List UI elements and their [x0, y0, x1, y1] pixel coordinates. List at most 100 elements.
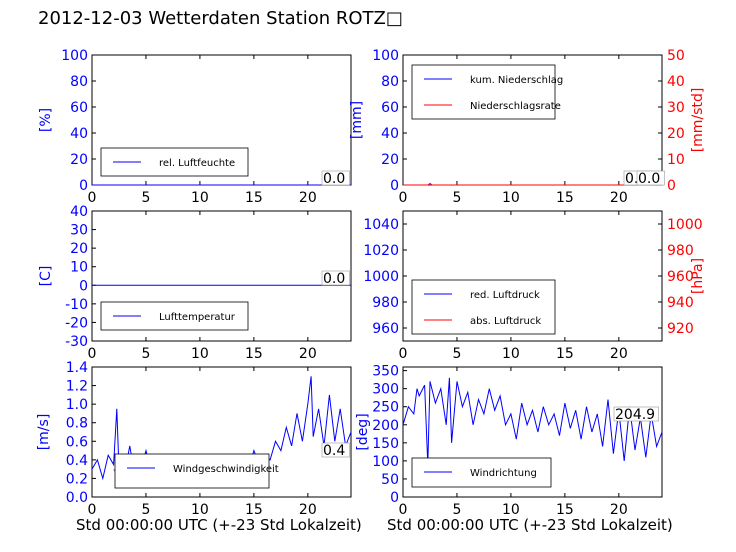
value-box: [613, 406, 659, 422]
y-tick-label: 350: [372, 364, 399, 380]
y-tick-label: 0.4: [66, 453, 88, 469]
y2-tick-label: 20: [667, 126, 685, 142]
y-tick-label: 150: [372, 436, 399, 452]
legend: Windgeschwindigkeit: [114, 453, 279, 489]
x-tick-label: 20: [610, 346, 628, 362]
y2-tick-label: 1000: [667, 217, 703, 233]
xlabel-left: Std 00:00:00 UTC (+-23 Std Lokalzeit): [76, 516, 362, 534]
x-tick-label: 10: [502, 346, 520, 362]
y-tick-label: 0.2: [66, 471, 88, 487]
legend: kum. Niederschlag Niederschlagsrate: [411, 64, 563, 120]
y-tick-label: 20: [70, 241, 88, 257]
legend-box: [411, 279, 556, 335]
y-tick-label: 80: [70, 74, 88, 90]
y-tick-label: 30: [70, 223, 88, 239]
x-tick-label: 5: [452, 346, 461, 362]
y-tick-label: 60: [70, 100, 88, 116]
legend-label: Lufttemperatur: [159, 312, 236, 323]
y-tick-label: 1.2: [66, 379, 88, 395]
figure-title: 2012-12-03 Wetterdaten Station ROTZ□: [38, 8, 403, 29]
legend-label: rel. Luftfeuchte: [159, 158, 235, 169]
y2-axis-label: [hPa]: [690, 258, 706, 294]
y2-tick-label: 920: [667, 321, 694, 337]
xlabel-right: Std 00:00:00 UTC (+-23 Std Lokalzeit): [387, 516, 673, 534]
y-tick-label: 100: [61, 48, 88, 64]
y-tick-label: 10: [70, 260, 88, 276]
x-tick-label: 10: [191, 502, 209, 518]
legend-box: [411, 64, 556, 120]
legend-label: Niederschlagsrate: [470, 101, 561, 112]
x-tick-label: 5: [141, 502, 150, 518]
legend-label: abs. Luftdruck: [470, 316, 541, 327]
panel-pressure: 0 5 10 15 20 960 980 1000 1020 1040 920 940 960 980 10…: [363, 210, 706, 362]
x-tick-label: 20: [299, 346, 317, 362]
y-axis-label: [%]: [38, 108, 54, 132]
panel-humidity: 0 5 10 15 20 0 20 40 60 80 100 [%] rel. Luftfeuchte 0…: [38, 48, 352, 206]
x-tick-label: 15: [245, 346, 263, 362]
y-tick-label: 20: [381, 152, 399, 168]
y-tick-label: 40: [70, 204, 88, 220]
x-tick-label: 15: [245, 502, 263, 518]
y2-tick-label: 960: [667, 269, 694, 285]
y2-tick-label: 50: [667, 48, 685, 64]
legend: Windrichtung: [411, 457, 552, 488]
y-tick-label: 0: [79, 278, 88, 294]
legend-label: kum. Niederschlag: [470, 75, 563, 86]
x-tick-label: 20: [299, 502, 317, 518]
legend: Lufttemperatur: [100, 301, 249, 331]
y-tick-label: 0: [79, 178, 88, 194]
value-box-text: 0.4: [323, 443, 345, 459]
y2-tick-label: 940: [667, 295, 694, 311]
x-tick-label: 15: [556, 502, 574, 518]
y-tick-label: 100: [372, 48, 399, 64]
y-tick-label: 300: [372, 382, 399, 398]
panel-windspeed: 0 5 10 15 20 0.0 0.2 0.4 0.6 0.8 1.0 1.2 1.4 [m/s] Win…: [36, 360, 352, 518]
y-tick-label: 40: [70, 126, 88, 142]
legend-box: [114, 453, 270, 489]
y-tick-label: -10: [65, 297, 88, 313]
y-tick-label: 60: [381, 100, 399, 116]
x-tick-label: 10: [191, 190, 209, 206]
value-box-text: 0.0: [323, 271, 345, 287]
legend-label: red. Luftdruck: [470, 290, 540, 301]
y-tick-label: 1.0: [66, 397, 88, 413]
x-tick-label: 5: [452, 502, 461, 518]
y-tick-label: 1020: [363, 243, 399, 259]
y-tick-label: 1000: [363, 269, 399, 285]
x-tick-label: 0: [88, 502, 97, 518]
y-tick-label: 20: [70, 152, 88, 168]
legend: red. Luftdruck abs. Luftdruck: [411, 279, 556, 335]
y2-tick-label: 40: [667, 74, 685, 90]
x-tick-label: 10: [191, 346, 209, 362]
x-tick-label: 5: [452, 190, 461, 206]
y-tick-label: 1.4: [66, 360, 88, 376]
value-box: [321, 442, 350, 458]
series-line-windrichtung: [402, 377, 663, 465]
y-axis-label: [C]: [38, 266, 54, 287]
y-tick-label: 100: [372, 454, 399, 470]
y-tick-label: -20: [65, 315, 88, 331]
value-box-text: 0.0: [638, 171, 660, 187]
value-box: [321, 170, 350, 186]
panel-winddirection: 0 5 10 15 20050100150200250300350[deg]Windri…: [355, 364, 663, 518]
y-tick-label: 0: [390, 178, 399, 194]
panel-temperature: 0 5 10 15 20 -30 -20 -10 0 10 20 30 40 [C] Lufttempera…: [38, 204, 352, 362]
x-tick-label: 0: [88, 190, 97, 206]
y-axis-label: [m/s]: [36, 414, 52, 451]
y-tick-label: 80: [381, 74, 399, 90]
y2-tick-label: 980: [667, 243, 694, 259]
x-tick-label: 5: [141, 346, 150, 362]
y-tick-label: 40: [381, 126, 399, 142]
y-tick-label: 250: [372, 400, 399, 416]
value-box-text: 204.9: [615, 407, 655, 423]
y-tick-label: 980: [372, 295, 399, 311]
y2-axis-label: [mm/std]: [690, 88, 706, 153]
y2-tick-label: 0: [667, 178, 676, 194]
x-tick-label: 0: [399, 502, 408, 518]
y-tick-label: 1040: [363, 217, 399, 233]
y-tick-label: 0.6: [66, 434, 88, 450]
y-axis-label: [deg]: [355, 413, 371, 450]
value-box: [321, 270, 350, 286]
y2-tick-label: 10: [667, 152, 685, 168]
